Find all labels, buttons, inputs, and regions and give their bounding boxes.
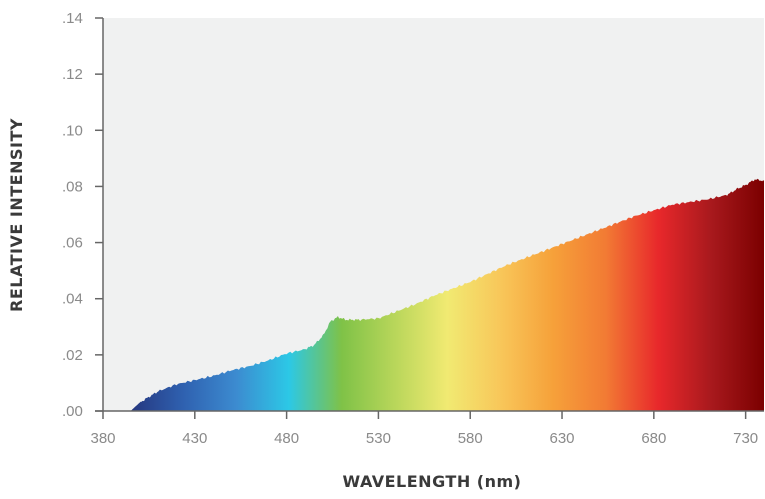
x-tick-label: 680: [641, 430, 666, 447]
x-tick-label: 430: [182, 430, 207, 447]
y-tick-label: .00: [62, 403, 83, 420]
y-tick-label: .06: [62, 235, 83, 252]
y-axis-ticks: .00 .02 .04 .06 .08 .10 .12 .14: [62, 10, 103, 420]
x-tick-label: 380: [90, 430, 115, 447]
x-axis-title: WAVELENGTH (nm): [343, 472, 522, 491]
x-tick-label: 480: [274, 430, 299, 447]
x-tick-label: 630: [550, 430, 575, 447]
y-tick-label: .12: [62, 66, 83, 83]
x-tick-label: 530: [366, 430, 391, 447]
spectrum-area: [103, 178, 764, 411]
y-axis-title: RELATIVE INTENSITY: [7, 118, 26, 312]
y-tick-label: .14: [62, 10, 83, 27]
y-tick-label: .10: [62, 122, 83, 139]
x-tick-label: 580: [458, 430, 483, 447]
x-tick-label: 730: [733, 430, 758, 447]
x-axis-ticks: 380 430 480 530 580 630 680 730: [90, 411, 758, 447]
y-tick-label: .02: [62, 347, 83, 364]
y-tick-label: .04: [62, 291, 83, 308]
y-tick-label: .08: [62, 178, 83, 195]
